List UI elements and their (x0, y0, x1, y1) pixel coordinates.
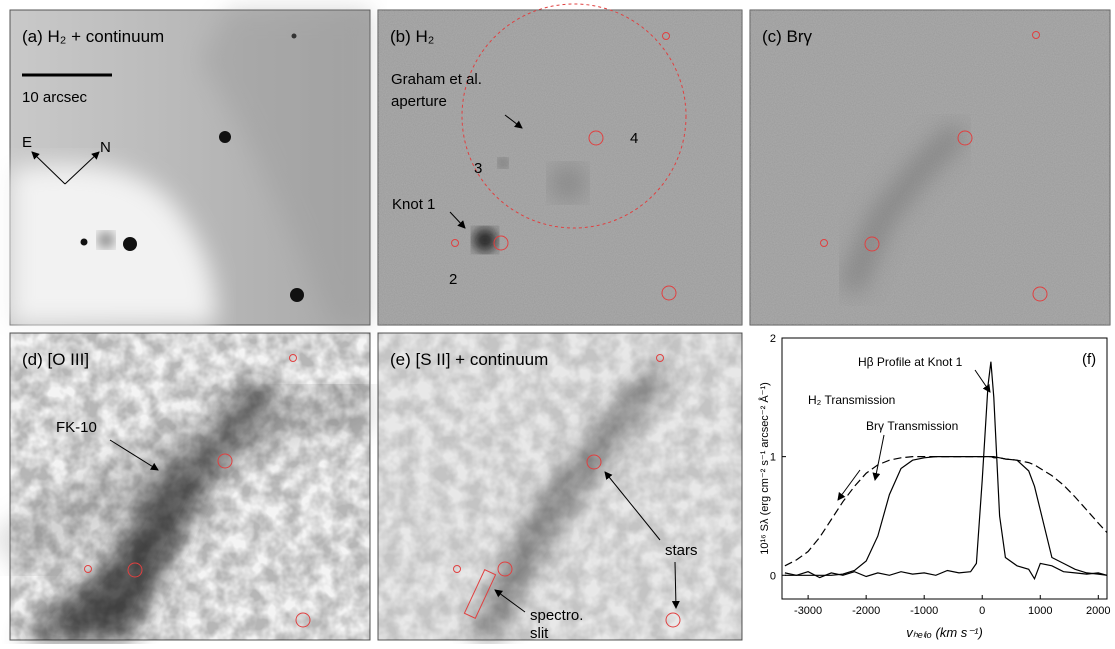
annotation: N (100, 139, 111, 156)
panel-d: (d) [O III] FK-10 (10, 333, 370, 640)
annotation: Graham et al. (391, 71, 482, 88)
panel-label: (b) H₂ (390, 27, 434, 46)
panel-a: (a) H₂ + continuum 10 arcsec E N (10, 10, 370, 325)
annotation: Knot 1 (392, 196, 435, 213)
panel-e: (e) [S II] + continuum stars spectro. sl… (378, 333, 742, 642)
x-tick-label: 2000 (1086, 605, 1110, 617)
annotation: spectro. (530, 607, 583, 624)
panel-label: (d) [O III] (22, 350, 89, 369)
panel-label: (c) Brγ (762, 27, 813, 46)
y-tick-label: 2 (770, 333, 776, 345)
x-axis-title: vₕₑₗᵢₒ (km s⁻¹) (906, 625, 983, 640)
x-tick-label: -2000 (852, 605, 880, 617)
x-tick-label: -1000 (910, 605, 938, 617)
y-tick-label: 0 (770, 570, 776, 582)
annotation: 10 arcsec (22, 89, 88, 106)
annotation: slit (530, 625, 549, 642)
annotation: Hβ Profile at Knot 1 (858, 355, 963, 369)
annotation: 3 (474, 160, 482, 177)
x-tick-label: 1000 (1028, 605, 1052, 617)
annotation: FK-10 (56, 419, 97, 436)
panel-label: (f) (1082, 351, 1096, 368)
annotation: 4 (630, 130, 638, 147)
x-tick-label: 0 (979, 605, 985, 617)
x-tick-label: -3000 (794, 605, 822, 617)
annotation: 2 (449, 271, 457, 288)
annotation: Brγ Transmission (866, 419, 958, 433)
panel-label: (a) H₂ + continuum (22, 27, 164, 46)
annotation: E (22, 134, 32, 151)
annotation: stars (665, 542, 698, 559)
panel-b: (b) H₂ Graham et al. aperture 3 4 Knot 1… (378, 4, 742, 325)
panel-label: (e) [S II] + continuum (390, 350, 548, 369)
panel-c: (c) Brγ (750, 10, 1110, 325)
y-axis-title: 10¹⁶ Sλ (erg cm⁻² s⁻¹ arcsec⁻² Å⁻¹) (758, 382, 771, 555)
annotation: H₂ Transmission (808, 393, 895, 407)
annotation: aperture (391, 93, 447, 110)
figure: (a) H₂ + continuum 10 arcsec E N (b) H₂ … (0, 0, 1115, 644)
